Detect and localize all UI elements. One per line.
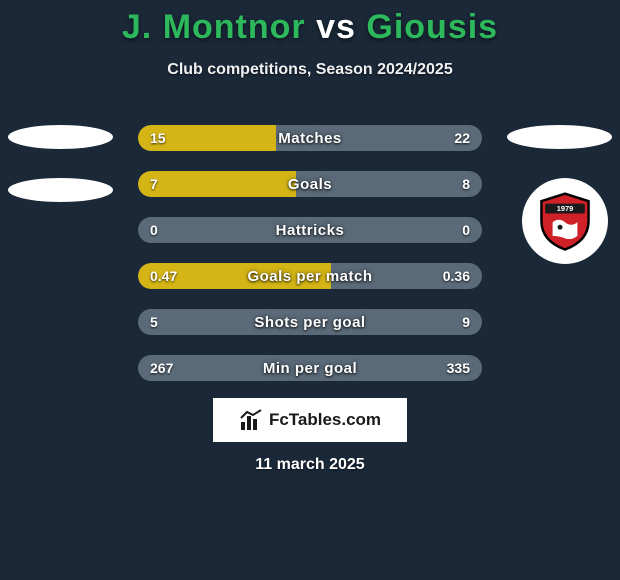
stat-row: 7Goals8	[138, 171, 482, 197]
stat-value-right: 335	[447, 355, 470, 381]
title-player1: J. Montnor	[122, 8, 306, 46]
title-vs: vs	[316, 8, 356, 46]
stat-value-right: 9	[462, 309, 470, 335]
stat-value-right: 8	[462, 171, 470, 197]
date-label: 11 march 2025	[0, 456, 620, 474]
player2-club-logo: 1979	[522, 178, 608, 264]
subtitle: Club competitions, Season 2024/2025	[0, 61, 620, 79]
logo-year: 1979	[557, 204, 574, 213]
player1-badge-1	[8, 125, 113, 149]
stat-label: Shots per goal	[138, 309, 482, 335]
stat-label: Hattricks	[138, 217, 482, 243]
player2-badge-1	[507, 125, 612, 149]
title-player2: Giousis	[366, 8, 498, 46]
chart-icon	[239, 408, 263, 432]
branding-text: FcTables.com	[269, 410, 381, 430]
stat-label: Min per goal	[138, 355, 482, 381]
stat-row: 5Shots per goal9	[138, 309, 482, 335]
stat-value-right: 22	[454, 125, 470, 151]
stats-bars: 15Matches22 7Goals8 0Hattricks0 0.47Goals p…	[138, 125, 482, 401]
stat-value-right: 0.36	[443, 263, 470, 289]
stat-row: 0.47Goals per match0.36	[138, 263, 482, 289]
stat-row: 15Matches22	[138, 125, 482, 151]
stat-label: Matches	[138, 125, 482, 151]
stat-label: Goals	[138, 171, 482, 197]
stat-value-right: 0	[462, 217, 470, 243]
stat-row: 267Min per goal335	[138, 355, 482, 381]
stat-label: Goals per match	[138, 263, 482, 289]
shield-icon: 1979	[534, 190, 596, 252]
branding-box: FcTables.com	[213, 398, 407, 442]
page-title: J. Montnor vs Giousis	[0, 0, 620, 47]
stat-row: 0Hattricks0	[138, 217, 482, 243]
player1-badge-2	[8, 178, 113, 202]
